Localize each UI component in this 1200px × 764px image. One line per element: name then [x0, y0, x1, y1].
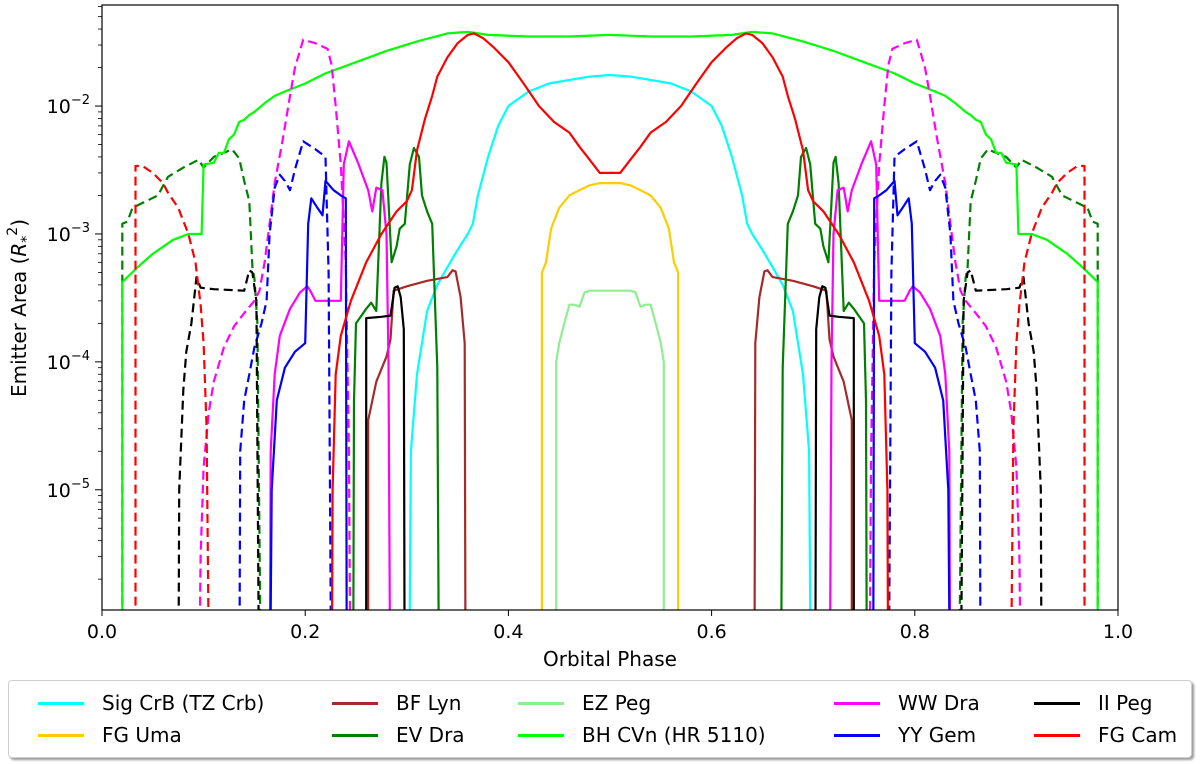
- series-line-fg-cam-dashed-right: [1010, 164, 1086, 610]
- y-axis-label-prefix: Emitter Area (: [7, 257, 31, 397]
- series-line-bf-lyn-solid-right: [753, 269, 853, 610]
- series-line-fg-cam-solid-left: [331, 32, 610, 610]
- legend-label: BF Lyn: [396, 691, 462, 715]
- legend-swatch: [38, 733, 84, 737]
- legend-item-bh-cvn: BH CVn (HR 5110): [518, 723, 766, 747]
- legend-item-ii-peg: II Peg: [1034, 691, 1153, 715]
- y-axis-label-suffix: ): [7, 219, 31, 227]
- legend-label: II Peg: [1098, 691, 1153, 715]
- series-line-ww-dra-dashed-left: [198, 38, 352, 610]
- legend-label: FG Cam: [1098, 723, 1178, 747]
- y-tick-label: 10−4: [47, 349, 90, 374]
- y-tick-label: 10−2: [47, 93, 90, 118]
- legend-item-yy-gem: YY Gem: [834, 723, 976, 747]
- legend-item-fg-cam: FG Cam: [1034, 723, 1177, 747]
- series-line-ii-peg-dashed-left: [177, 269, 260, 610]
- y-tick-label: 10−3: [47, 221, 90, 246]
- series-line-ii-peg-solid-right: [814, 285, 855, 610]
- series-line-ez-peg-solid-right: [610, 289, 665, 610]
- legend-swatch: [1034, 733, 1080, 737]
- series-layer: [121, 30, 1099, 610]
- legend-label: BH CVn (HR 5110): [582, 723, 766, 747]
- legend-item-ev-dra: EV Dra: [332, 723, 465, 747]
- legend-label: EZ Peg: [582, 691, 652, 715]
- legend-item-fg-uma: FG Uma: [38, 723, 182, 747]
- series-line-ii-peg-solid-left: [365, 285, 406, 610]
- series-line-bh-cvn-hr-5110-solid-left: [121, 30, 611, 610]
- series-line-yy-gem-dashed-right: [888, 140, 982, 610]
- series-line-ww-dra-solid-right: [829, 140, 951, 610]
- series-line-bf-lyn-solid-left: [367, 269, 467, 610]
- axes-layer: 0.0 0.2 0.4 0.6 0.8 1.0 10−2 10−3 10−4 10−5: [47, 6, 1133, 643]
- series-line-fg-cam-dashed-left: [134, 164, 210, 610]
- legend-label: EV Dra: [396, 723, 465, 747]
- x-tick-label: 0.4: [493, 621, 523, 643]
- y-axis-label-superscript: 2: [5, 227, 21, 236]
- legend-swatch: [332, 701, 378, 705]
- x-tick-label: 0.2: [290, 621, 320, 643]
- legend-swatch: [1034, 701, 1080, 705]
- legend-label: FG Uma: [102, 723, 182, 747]
- x-axis-label: Orbital Phase: [543, 647, 677, 671]
- legend-item-bf-lyn: BF Lyn: [332, 691, 461, 715]
- y-axis-label-subscript: *: [19, 236, 35, 243]
- series-line-yy-gem-solid-right: [872, 179, 951, 610]
- legend-swatch: [518, 701, 564, 705]
- series-line-fg-uma-solid-right: [610, 182, 680, 610]
- legend-label: WW Dra: [898, 691, 980, 715]
- x-tick-label: 0.0: [87, 621, 117, 643]
- legend-label: Sig CrB (TZ Crb): [102, 691, 265, 715]
- series-line-fg-cam-solid-right: [610, 32, 889, 610]
- legend-swatch: [518, 733, 564, 737]
- legend-item-ww-dra: WW Dra: [834, 691, 980, 715]
- series-line-sig-crb-tz-crb-solid-left: [408, 73, 611, 610]
- x-tick-label: 1.0: [1103, 621, 1133, 643]
- series-line-sig-crb-tz-crb-solid-right: [609, 73, 812, 610]
- series-line-ez-peg-solid-left: [555, 289, 610, 610]
- legend-swatch: [38, 701, 84, 705]
- series-line-yy-gem-dashed-left: [238, 140, 332, 610]
- series-line-yy-gem-solid-left: [269, 179, 348, 610]
- series-line-ww-dra-solid-left: [269, 140, 391, 610]
- series-line-ev-dra-solid-left: [352, 146, 440, 610]
- series-line-fg-uma-solid-left: [540, 182, 610, 610]
- legend: Sig CrB (TZ Crb) FG Uma BF Lyn EV Dra EZ…: [8, 680, 1192, 758]
- legend-item-ez-peg: EZ Peg: [518, 691, 651, 715]
- legend-swatch: [834, 701, 880, 705]
- y-axis-label-symbol: R: [7, 243, 31, 257]
- legend-swatch: [834, 733, 880, 737]
- series-line-ev-dra-solid-right: [780, 146, 868, 610]
- y-tick-label: 10−5: [47, 477, 90, 502]
- legend-item-sig-crb: Sig CrB (TZ Crb): [38, 691, 264, 715]
- series-line-ii-peg-dashed-right: [960, 269, 1043, 610]
- legend-label: YY Gem: [898, 723, 977, 747]
- x-tick-label: 0.6: [696, 621, 726, 643]
- plot-frame: [101, 4, 1119, 611]
- y-axis-label: Emitter Area (R*2): [5, 219, 35, 397]
- legend-swatch: [332, 733, 378, 737]
- series-line-bh-cvn-hr-5110-solid-right: [609, 30, 1099, 610]
- series-line-ww-dra-dashed-right: [868, 38, 1022, 610]
- x-tick-label: 0.8: [900, 621, 930, 643]
